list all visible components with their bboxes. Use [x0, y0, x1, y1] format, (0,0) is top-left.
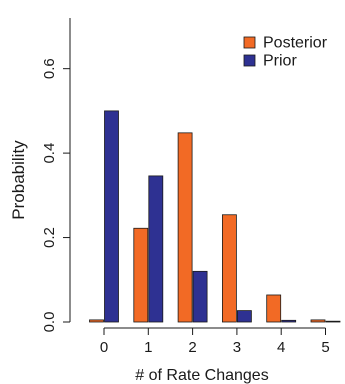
- x-tick-label: 1: [144, 339, 152, 356]
- x-tick-label: 0: [100, 339, 108, 356]
- y-tick-label: 0.0: [41, 312, 58, 333]
- y-tick-label: 0.4: [41, 143, 58, 164]
- x-tick-label: 2: [188, 339, 196, 356]
- bar-posterior-3: [221, 214, 237, 323]
- y-tick-label: 0.2: [41, 227, 58, 248]
- x-tick-label: 5: [321, 339, 329, 356]
- y-axis-title: Probability: [9, 140, 28, 220]
- bar-prior-1: [148, 175, 164, 323]
- bar-posterior-5: [310, 319, 326, 323]
- x-axis-ticks: 0 1 2 3 4 5: [100, 328, 330, 356]
- bar-prior-3: [236, 310, 252, 323]
- x-tick-label: 4: [277, 339, 285, 356]
- legend: Posterior Prior: [243, 35, 328, 70]
- x-tick-label: 3: [233, 339, 241, 356]
- legend-swatch-posterior: [243, 36, 256, 49]
- bar-prior-2: [192, 270, 208, 323]
- bar-posterior-2: [177, 132, 193, 323]
- bar-posterior-0: [89, 319, 104, 323]
- legend-label-prior: Prior: [263, 53, 297, 70]
- legend-swatch-prior: [243, 54, 256, 67]
- bar-prior-4: [281, 319, 297, 323]
- legend-label-posterior: Posterior: [263, 35, 328, 52]
- y-tick-label: 0.6: [41, 58, 58, 79]
- bar-posterior-4: [266, 294, 282, 323]
- y-axis-ticks: 0.0 0.2 0.4 0.6: [41, 58, 70, 332]
- bar-prior-5: [325, 320, 341, 323]
- bar-posterior-1: [133, 227, 149, 323]
- bar-prior-0: [104, 110, 119, 323]
- x-axis-title: # of Rate Changes: [135, 367, 268, 384]
- bars: [89, 110, 341, 323]
